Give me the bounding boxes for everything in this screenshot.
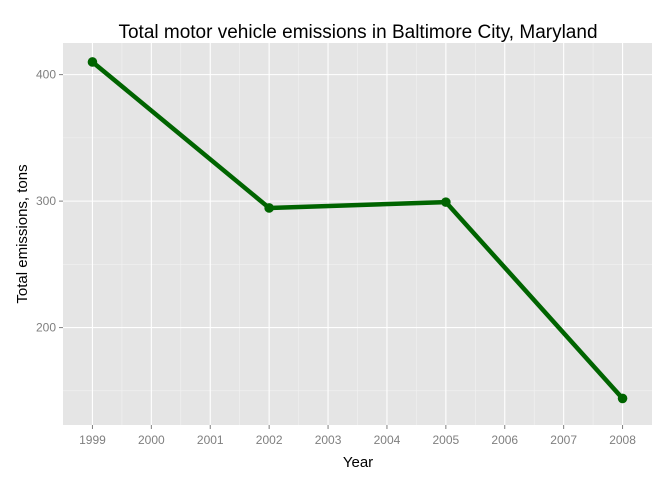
x-tick-label: 2001 [197, 433, 224, 447]
chart-title: Total motor vehicle emissions in Baltimo… [118, 22, 597, 43]
y-tick-label: 200 [36, 321, 56, 335]
x-tick-label: 2008 [609, 433, 636, 447]
y-axis: 200 300 400 [36, 68, 63, 335]
series-layer [87, 57, 628, 404]
series-line [90, 59, 625, 401]
data-point [617, 393, 628, 404]
x-tick-label: 2003 [315, 433, 342, 447]
x-tick-label: 1999 [79, 433, 106, 447]
y-tick-label: 300 [36, 194, 56, 208]
x-tick-label: 2002 [256, 433, 283, 447]
x-tick-label: 2005 [432, 433, 459, 447]
x-tick-label: 2000 [138, 433, 165, 447]
x-tick-label: 2007 [550, 433, 577, 447]
x-tick-label: 2006 [491, 433, 518, 447]
y-tick-label: 400 [36, 68, 56, 82]
y-axis-title: Total emissions, tons [14, 164, 31, 303]
data-point [441, 197, 451, 207]
data-point [87, 57, 98, 67]
minor-gridlines [63, 43, 652, 425]
major-gridlines [63, 43, 652, 425]
x-axis-title: Year [343, 454, 373, 471]
x-tick-label: 2004 [374, 433, 401, 447]
data-point [264, 203, 274, 213]
x-axis: 1999 2000 2001 2002 2003 2004 2005 2006 2007 2008 [79, 425, 636, 447]
